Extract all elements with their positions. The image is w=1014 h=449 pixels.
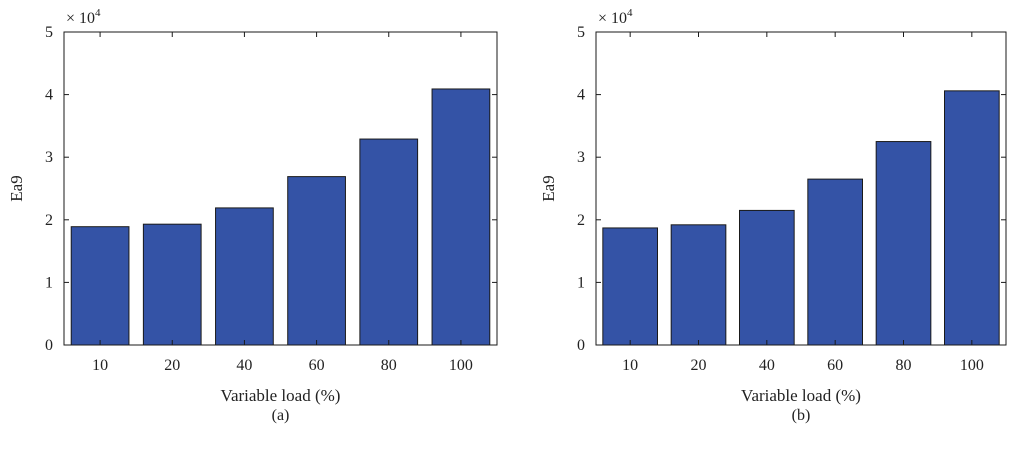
- x-tick-label: 20: [691, 357, 707, 374]
- bar-20: [142, 223, 202, 346]
- panel-caption: (a): [272, 407, 290, 424]
- bar-10: [70, 226, 130, 346]
- y-tick-label: 2: [577, 212, 585, 229]
- y-tick-label: 0: [577, 337, 585, 354]
- panel-caption: (b): [792, 407, 811, 424]
- axis-multiplier-base: × 10: [66, 10, 95, 27]
- y-axis-label: Ea9: [539, 175, 558, 201]
- axes-frame: [595, 31, 1007, 346]
- x-axis-label: Variable load (%): [741, 386, 861, 405]
- axis-multiplier-exponent: 4: [95, 7, 101, 19]
- axes-frame: [63, 31, 498, 346]
- x-tick-label: 100: [449, 357, 473, 374]
- y-tick-label: 2: [45, 212, 53, 229]
- bar-60: [807, 178, 864, 346]
- axis-multiplier-base: × 10: [598, 10, 627, 27]
- bar-100: [944, 90, 1000, 346]
- y-tick-label: 4: [45, 87, 53, 104]
- x-tick-label: 60: [309, 357, 325, 374]
- y-tick-label: 3: [45, 149, 53, 166]
- x-tick-label: 100: [960, 357, 984, 374]
- y-tick-label: 0: [45, 337, 53, 354]
- y-tick-label: 1: [45, 274, 53, 291]
- bar-40: [739, 209, 795, 346]
- axis-multiplier: × 104: [598, 7, 633, 27]
- axis-multiplier: × 104: [66, 7, 101, 27]
- y-tick-label: 3: [577, 149, 585, 166]
- x-tick-label: 20: [164, 357, 180, 374]
- bar-20: [670, 224, 727, 346]
- x-tick-label: 80: [896, 357, 912, 374]
- y-tick-label: 5: [577, 24, 585, 41]
- y-tick-label: 4: [577, 87, 585, 104]
- bar-60: [287, 176, 346, 346]
- bar-40: [215, 207, 274, 346]
- y-tick-label: 1: [577, 274, 585, 291]
- x-tick-label: 80: [381, 357, 397, 374]
- y-axis-label: Ea9: [7, 175, 26, 201]
- bar-10: [602, 227, 659, 346]
- bar-80: [875, 141, 932, 346]
- x-tick-label: 60: [827, 357, 843, 374]
- x-tick-label: 40: [236, 357, 252, 374]
- x-tick-label: 10: [622, 357, 638, 374]
- x-tick-label: 10: [92, 357, 108, 374]
- x-axis-label: Variable load (%): [221, 386, 341, 405]
- x-tick-label: 40: [759, 357, 775, 374]
- y-tick-label: 5: [45, 24, 53, 41]
- axis-multiplier-exponent: 4: [627, 7, 633, 19]
- bar-80: [359, 138, 419, 346]
- bar-100: [431, 88, 491, 346]
